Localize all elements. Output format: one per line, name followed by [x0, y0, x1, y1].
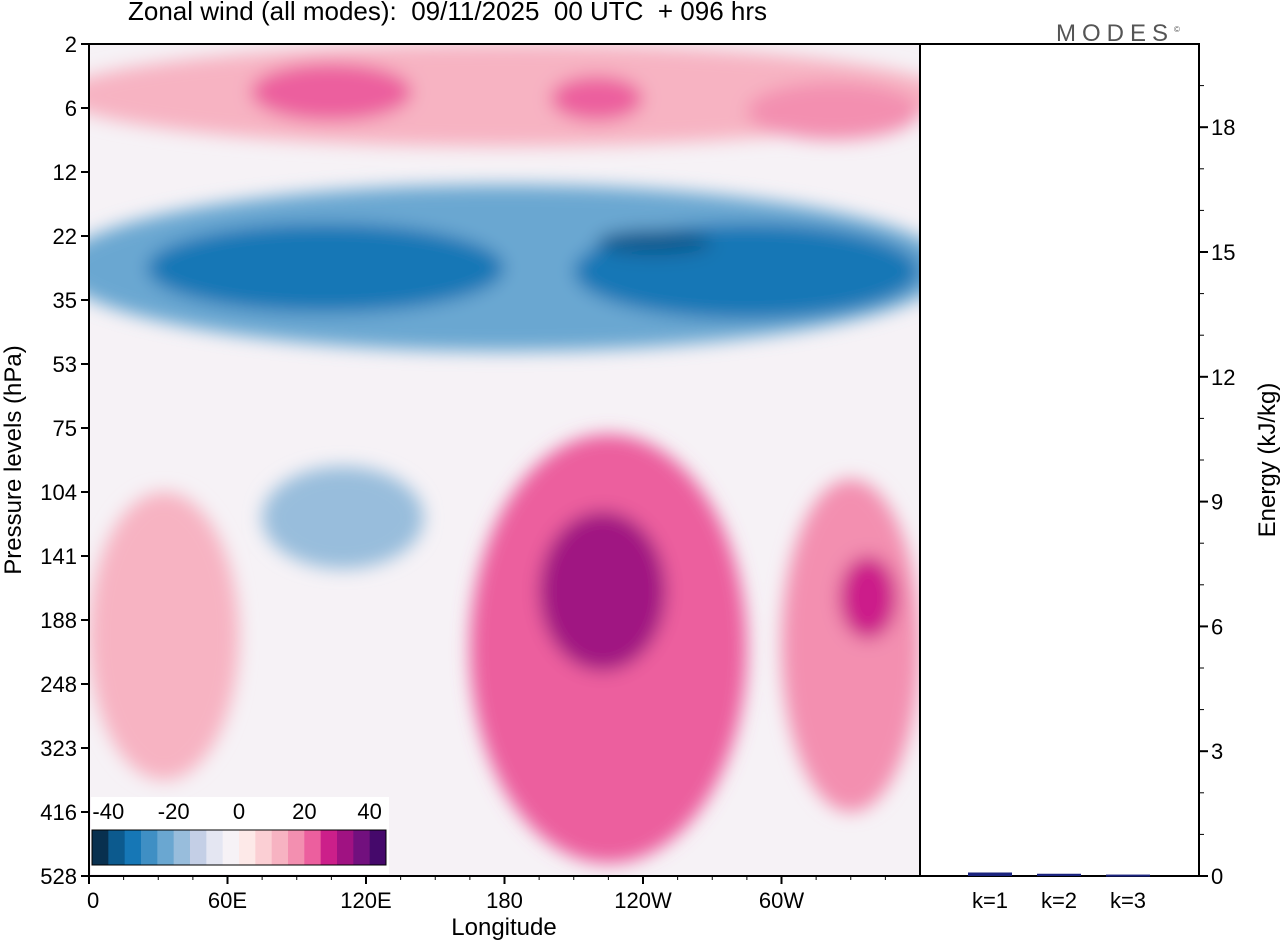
energy-category-label: k=3 — [1110, 888, 1146, 913]
colorbar-swatch — [239, 830, 256, 865]
y-tick-label: 12 — [53, 160, 77, 185]
wind-feature-12 — [781, 479, 920, 812]
energy-tick-label: 3 — [1211, 739, 1223, 764]
colorbar-tick-label: 0 — [233, 799, 245, 824]
x-tick-label: 120E — [340, 888, 391, 913]
energy-category-label: k=1 — [972, 888, 1008, 913]
colorbar-swatch — [353, 830, 371, 865]
colorbar-swatch — [320, 830, 338, 865]
energy-tick-label: 15 — [1211, 240, 1235, 265]
colorbar-swatch — [108, 830, 126, 865]
wind-feature-5 — [146, 223, 505, 313]
colorbar-swatch — [337, 830, 354, 865]
energy-bar — [1106, 874, 1150, 877]
energy-bar — [968, 872, 1012, 876]
x-tick-label: 0 — [87, 888, 99, 913]
brand-mark: © — [1174, 25, 1180, 34]
colorbar-swatch — [92, 830, 109, 865]
y-tick-label: 104 — [40, 480, 77, 505]
y-tick-label: 75 — [53, 416, 77, 441]
colorbar-tick-label: 20 — [292, 799, 316, 824]
colorbar-swatch — [141, 830, 158, 865]
colorbar-swatch — [157, 830, 175, 865]
energy-axis-label: Energy (kJ/kg) — [1254, 383, 1280, 538]
colorbar-swatch — [288, 830, 305, 865]
colorbar-frame — [91, 829, 387, 866]
x-tick-label: 120W — [614, 888, 672, 913]
wind-feature-8 — [262, 466, 424, 569]
x-tick-label: 60E — [208, 888, 247, 913]
longitude-axis: 0 60E 120E 180 120W 60W — [87, 876, 886, 913]
y-tick-label: 528 — [40, 864, 77, 889]
wind-feature-3 — [746, 82, 920, 140]
colorbar-swatch — [369, 830, 387, 865]
colorbar-swatch — [206, 830, 224, 865]
energy-bar — [1037, 873, 1081, 876]
y-tick-label: 2 — [65, 32, 77, 57]
energy-tick-label: 12 — [1211, 365, 1235, 390]
brand-text: MODES — [1056, 20, 1175, 47]
wind-feature-13 — [839, 556, 897, 640]
colorbar-tick-label: -20 — [158, 799, 190, 824]
energy-bars: k=1 k=2 k=3 — [968, 872, 1150, 913]
wind-feature-11 — [89, 492, 240, 780]
x-tick-label: 60W — [759, 888, 804, 913]
modes-logo: MODES© — [1056, 20, 1180, 48]
wind-feature-10 — [539, 511, 667, 672]
y-tick-label: 188 — [40, 608, 77, 633]
y-tick-label: 416 — [40, 800, 77, 825]
x-tick-label: 180 — [486, 888, 523, 913]
energy-tick-label: 18 — [1211, 115, 1235, 140]
zonal-wind-heatmap — [89, 44, 920, 876]
y-axis-label: Pressure levels (hPa) — [0, 345, 27, 574]
colorbar-swatch — [124, 830, 142, 865]
y-tick-label: 323 — [40, 736, 77, 761]
pressure-axis: 2 6 12 22 35 53 75 104 141 188 248 323 416 528 — [40, 32, 89, 889]
colorbar-tick-label: 40 — [357, 799, 381, 824]
energy-tick-label: 9 — [1211, 490, 1223, 515]
colorbar-swatch — [255, 830, 273, 865]
y-tick-label: 141 — [40, 544, 77, 569]
energy-axis: 0 3 6 9 12 15 18 — [1199, 85, 1235, 889]
y-tick-label: 6 — [65, 96, 77, 121]
x-axis-label: Longitude — [451, 914, 556, 941]
colorbar-tick-label: -40 — [92, 799, 124, 824]
colorbar-swatch — [190, 830, 207, 865]
colorbar-swatch — [304, 830, 322, 865]
y-tick-label: 22 — [53, 224, 77, 249]
chart-title: Zonal wind (all modes): 09/11/2025 00 UT… — [128, 0, 768, 26]
wind-feature-7 — [596, 229, 713, 256]
energy-tick-label: 0 — [1211, 864, 1223, 889]
energy-category-label: k=2 — [1041, 888, 1077, 913]
y-tick-label: 248 — [40, 672, 77, 697]
wind-feature-2 — [550, 76, 643, 121]
colorbar-swatch — [222, 830, 240, 865]
y-tick-label: 53 — [53, 352, 77, 377]
energy-panel-frame — [919, 43, 1200, 877]
colorbar: -40 -20 0 20 40 — [91, 797, 389, 874]
energy-tick-label: 6 — [1211, 614, 1223, 639]
colorbar-swatch — [173, 830, 191, 865]
colorbar-swatch — [271, 830, 289, 865]
wind-feature-1 — [250, 63, 413, 121]
y-tick-label: 35 — [53, 288, 77, 313]
